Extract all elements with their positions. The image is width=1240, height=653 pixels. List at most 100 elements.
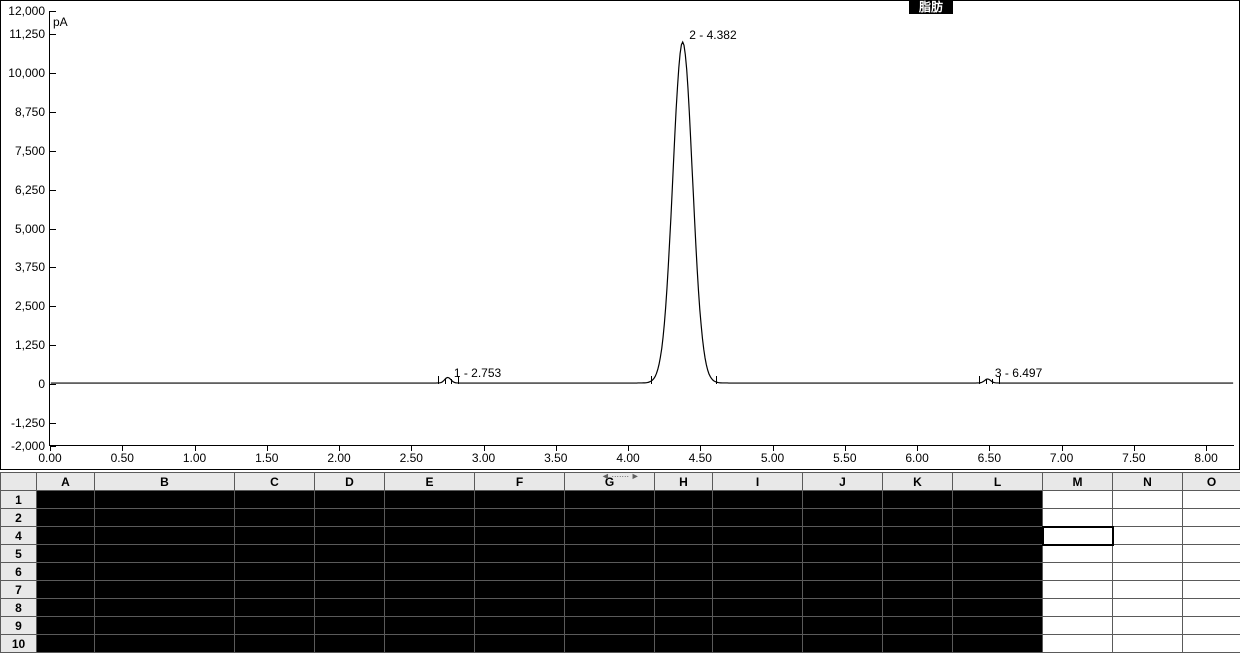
cell[interactable] <box>385 491 475 509</box>
cell[interactable] <box>953 509 1043 527</box>
cell[interactable] <box>565 635 655 653</box>
cell[interactable] <box>235 509 315 527</box>
cell[interactable] <box>315 581 385 599</box>
cell[interactable] <box>565 545 655 563</box>
cell[interactable] <box>385 509 475 527</box>
cell[interactable] <box>95 599 235 617</box>
cell[interactable] <box>1043 545 1113 563</box>
cell[interactable] <box>37 545 95 563</box>
cell[interactable] <box>235 563 315 581</box>
cell[interactable] <box>803 491 883 509</box>
cell[interactable] <box>385 599 475 617</box>
col-header[interactable]: E <box>385 473 475 491</box>
cell[interactable] <box>235 635 315 653</box>
row-header[interactable]: 1 <box>1 491 37 509</box>
row-header[interactable]: 10 <box>1 635 37 653</box>
cell[interactable] <box>37 617 95 635</box>
cell[interactable] <box>37 527 95 545</box>
cell[interactable] <box>803 509 883 527</box>
cell[interactable] <box>953 545 1043 563</box>
col-header[interactable]: J <box>803 473 883 491</box>
cell[interactable] <box>953 527 1043 545</box>
row-header[interactable]: 7 <box>1 581 37 599</box>
col-header[interactable]: O <box>1183 473 1240 491</box>
cell[interactable] <box>95 545 235 563</box>
cell[interactable] <box>883 635 953 653</box>
cell[interactable] <box>713 599 803 617</box>
cell[interactable] <box>1183 491 1240 509</box>
cell[interactable] <box>953 491 1043 509</box>
cell[interactable] <box>235 599 315 617</box>
cell[interactable] <box>235 617 315 635</box>
cell[interactable] <box>1183 635 1240 653</box>
cell[interactable] <box>37 509 95 527</box>
col-header[interactable]: H <box>655 473 713 491</box>
cell[interactable] <box>713 527 803 545</box>
plot-area[interactable]: 0.000.501.001.502.002.503.003.504.004.50… <box>49 11 1234 446</box>
cell[interactable] <box>95 527 235 545</box>
cell[interactable] <box>1183 545 1240 563</box>
cell[interactable] <box>1183 581 1240 599</box>
cell[interactable] <box>315 545 385 563</box>
cell[interactable] <box>1113 509 1183 527</box>
cell[interactable] <box>1113 527 1183 545</box>
cell[interactable] <box>713 563 803 581</box>
cell[interactable] <box>655 617 713 635</box>
cell[interactable] <box>883 491 953 509</box>
cell[interactable] <box>95 581 235 599</box>
cell[interactable] <box>385 545 475 563</box>
row-header[interactable]: 9 <box>1 617 37 635</box>
cell[interactable] <box>565 581 655 599</box>
row-header[interactable]: 4 <box>1 527 37 545</box>
cell[interactable] <box>37 599 95 617</box>
cell[interactable] <box>315 527 385 545</box>
cell[interactable] <box>475 509 565 527</box>
col-header[interactable]: N <box>1113 473 1183 491</box>
cell[interactable] <box>385 563 475 581</box>
cell[interactable] <box>475 527 565 545</box>
cell[interactable] <box>315 635 385 653</box>
cell[interactable] <box>953 635 1043 653</box>
col-header[interactable]: D <box>315 473 385 491</box>
cell[interactable] <box>883 563 953 581</box>
cell[interactable] <box>475 491 565 509</box>
cell[interactable] <box>1113 617 1183 635</box>
cell[interactable] <box>713 581 803 599</box>
cell[interactable] <box>37 563 95 581</box>
cell[interactable] <box>95 563 235 581</box>
cell[interactable] <box>37 635 95 653</box>
cell[interactable] <box>655 581 713 599</box>
cell[interactable] <box>1183 527 1240 545</box>
col-header[interactable]: M <box>1043 473 1113 491</box>
cell[interactable] <box>655 509 713 527</box>
cell[interactable] <box>655 491 713 509</box>
cell[interactable] <box>953 581 1043 599</box>
cell[interactable] <box>803 617 883 635</box>
cell[interactable] <box>385 617 475 635</box>
cell[interactable] <box>883 527 953 545</box>
cell[interactable] <box>713 491 803 509</box>
col-header[interactable]: F <box>475 473 565 491</box>
cell[interactable] <box>803 635 883 653</box>
col-header[interactable]: K <box>883 473 953 491</box>
cell[interactable] <box>235 581 315 599</box>
cell[interactable] <box>1183 509 1240 527</box>
cell[interactable] <box>883 617 953 635</box>
cell[interactable] <box>37 581 95 599</box>
cell[interactable] <box>315 599 385 617</box>
cell[interactable] <box>655 599 713 617</box>
cell[interactable] <box>37 491 95 509</box>
cell[interactable] <box>475 563 565 581</box>
col-header[interactable]: A <box>37 473 95 491</box>
cell[interactable] <box>315 617 385 635</box>
cell[interactable] <box>475 545 565 563</box>
cell[interactable] <box>655 635 713 653</box>
cell[interactable] <box>95 635 235 653</box>
cell[interactable] <box>565 491 655 509</box>
sheet-corner[interactable] <box>1 473 37 491</box>
cell[interactable] <box>1113 545 1183 563</box>
col-header[interactable]: B <box>95 473 235 491</box>
cell[interactable] <box>1043 581 1113 599</box>
cell[interactable] <box>655 545 713 563</box>
cell[interactable] <box>95 491 235 509</box>
